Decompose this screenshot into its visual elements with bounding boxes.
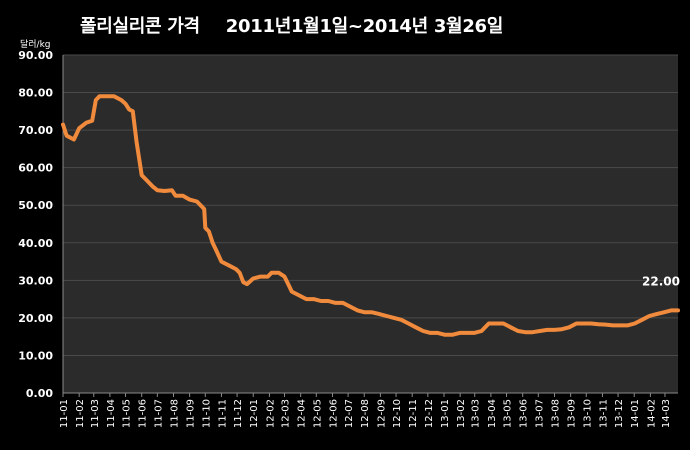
x-tick-label: 13-11 [598,399,609,428]
x-tick-label: 11-09 [186,399,197,428]
chart-title-main: 폴리실리콘 가격 [80,16,200,37]
x-tick-label: 13-09 [567,399,578,428]
x-tick-label: 13-03 [471,399,482,428]
x-tick-label: 11-12 [233,399,244,428]
x-tick-label: 11-04 [106,399,117,428]
y-tick-label: 20.00 [18,312,53,325]
y-tick-label: 50.00 [18,199,53,212]
x-tick-label: 12-09 [376,399,387,428]
x-tick-label: 12-01 [249,399,260,428]
x-tick-label: 11-05 [122,399,133,428]
x-tick-label: 13-02 [456,399,467,428]
y-tick-label: 80.00 [18,87,53,100]
x-tick-label: 11-11 [217,399,228,428]
x-tick-label: 12-08 [360,399,371,428]
x-tick-label: 12-11 [408,399,419,428]
x-tick-label: 12-04 [297,399,308,428]
x-tick-label: 13-10 [582,399,593,428]
x-tick-label: 14-03 [661,399,672,428]
series-line-0 [61,94,680,337]
x-tick-label: 12-03 [281,399,292,428]
y-tick-label: 10.00 [18,349,53,362]
chart-title-range: 2011년1월1일~2014년 3월26일 [225,16,504,37]
x-tick-label: 12-12 [424,399,435,428]
y-tick-label: 70.00 [18,124,53,137]
y-tick-label: 60.00 [18,162,53,175]
x-tick-label: 13-08 [550,399,561,428]
y-tick-label: 40.00 [18,237,53,250]
x-tick-label: 13-04 [487,399,498,428]
x-tick-label: 11-10 [201,399,212,428]
x-tick-label: 11-06 [138,399,149,428]
plot-area [63,55,678,393]
x-tick-label: 12-02 [265,399,276,428]
y-tick-label: 90.00 [18,49,53,62]
x-tick-label: 13-07 [534,399,545,428]
x-tick-label: 14-01 [630,399,641,428]
chart-title: 폴리실리콘 가격 2011년1월1일~2014년 3월26일 [80,12,503,38]
x-tick-label: 13-05 [503,399,514,428]
data-label: 22.00 [642,274,680,288]
x-tick-label: 14-02 [646,399,657,428]
y-axis-unit-label: 달러/kg [20,40,51,50]
x-tick-label: 11-08 [169,399,180,428]
x-tick-label: 13-12 [614,399,625,428]
x-tick-label: 13-06 [519,399,530,428]
y-tick-label: 0.00 [26,387,53,400]
x-tick-label: 11-07 [153,399,164,428]
x-tick-label: 11-01 [59,399,70,428]
x-tick-label: 11-03 [90,399,101,428]
y-tick-label: 30.00 [18,274,53,287]
x-tick-label: 12-10 [392,399,403,428]
x-tick-label: 12-06 [328,399,339,428]
x-tick-label: 13-01 [440,399,451,428]
x-tick-label: 12-07 [344,399,355,428]
x-tick-label: 11-02 [75,399,86,428]
x-tick-label: 12-05 [312,399,323,428]
